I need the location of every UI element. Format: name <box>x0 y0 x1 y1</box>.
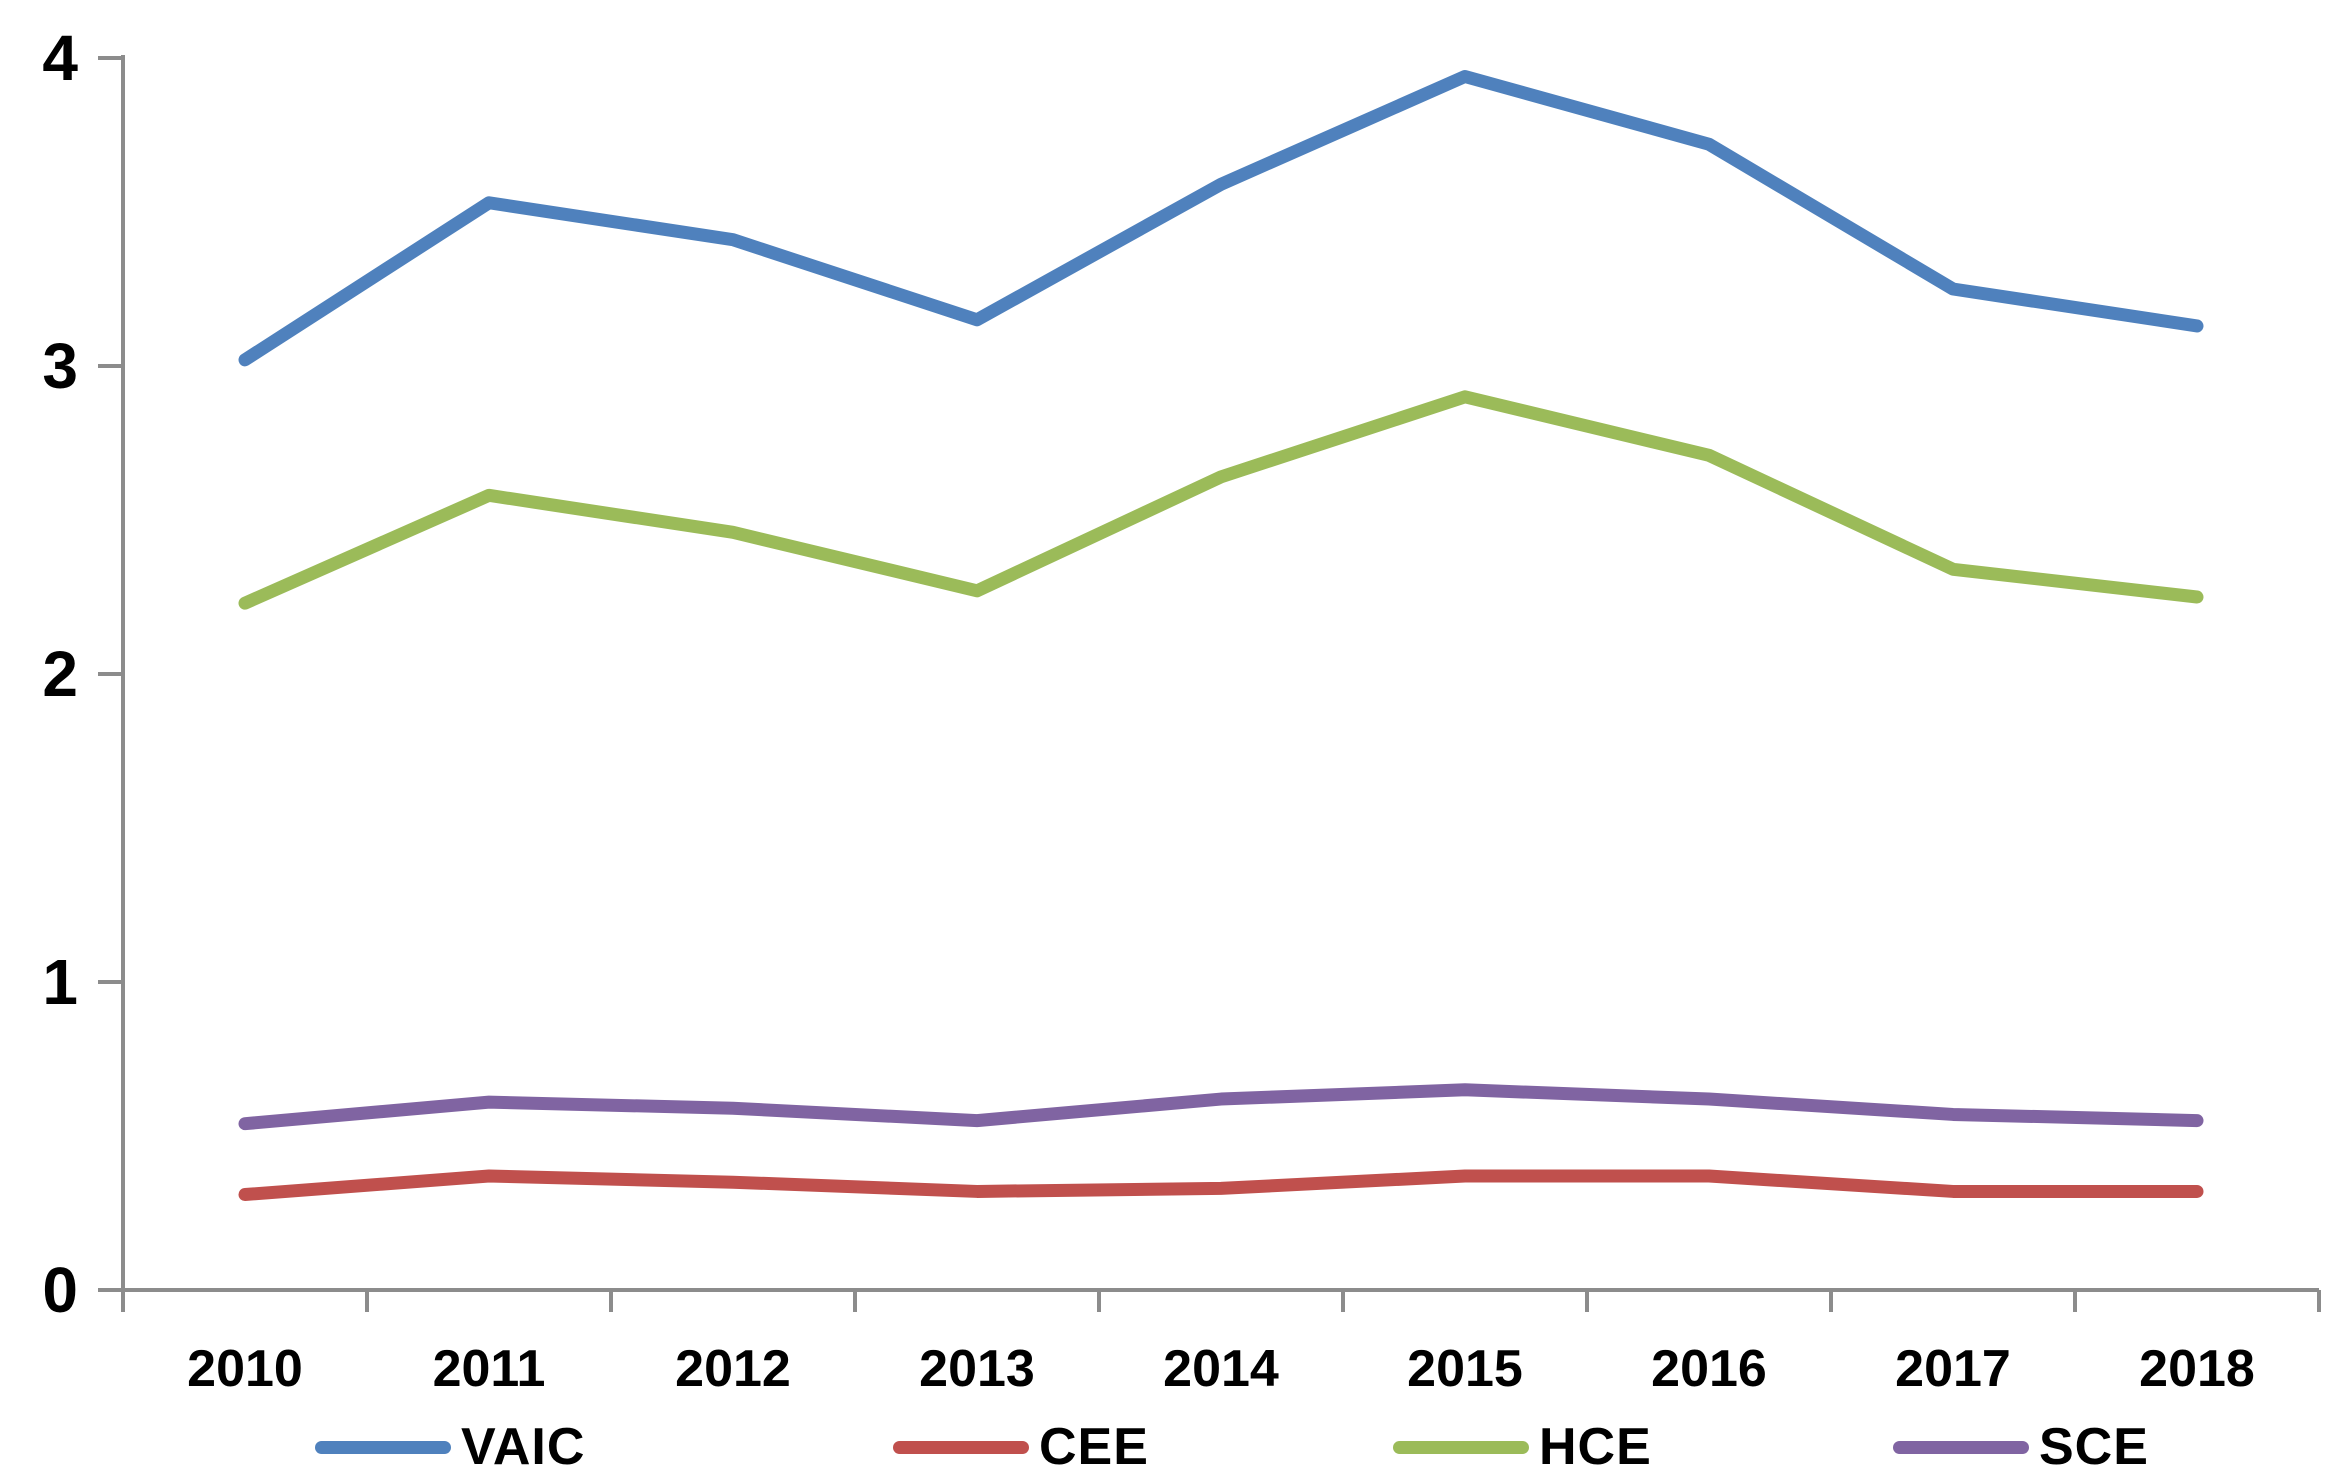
x-axis-label: 2012 <box>675 1340 791 1398</box>
y-axis-tick-label: 1 <box>42 946 78 1018</box>
x-axis-label: 2010 <box>187 1340 303 1398</box>
legend-item-vaic: VAIC <box>315 1418 585 1476</box>
y-axis-tick-label: 2 <box>42 638 78 710</box>
x-axis-label: 2014 <box>1163 1340 1279 1398</box>
chart-legend: VAIC CEE HCE SCE <box>0 1418 2338 1478</box>
x-axis-label: 2017 <box>1895 1340 2011 1398</box>
y-axis-tick-label: 4 <box>42 22 78 94</box>
x-axis-label: 2018 <box>2139 1340 2255 1398</box>
legend-line-hce <box>1393 1440 1529 1454</box>
y-axis-tick-label: 0 <box>42 1254 78 1326</box>
legend-item-hce: HCE <box>1393 1418 1652 1476</box>
legend-line-vaic <box>315 1440 451 1454</box>
legend-line-sce <box>1893 1440 2029 1454</box>
x-axis-label: 2015 <box>1407 1340 1523 1398</box>
legend-label-hce: HCE <box>1539 1418 1652 1476</box>
series-line-vaic <box>238 69 2204 367</box>
legend-item-sce: SCE <box>1893 1418 2149 1476</box>
series-line-hce <box>238 390 2204 610</box>
series-line-sce <box>238 1083 2204 1131</box>
x-axis-label: 2011 <box>432 1340 546 1398</box>
legend-line-cee <box>893 1440 1029 1454</box>
legend-label-cee: CEE <box>1039 1418 1149 1476</box>
x-axis-label: 2016 <box>1651 1340 1767 1398</box>
x-axis-label: 2013 <box>919 1340 1035 1398</box>
legend-label-vaic: VAIC <box>461 1418 586 1476</box>
y-axis-tick-label: 3 <box>42 330 78 402</box>
legend-item-cee: CEE <box>893 1418 1149 1476</box>
series-line-cee <box>238 1169 2204 1202</box>
legend-label-sce: SCE <box>2039 1418 2149 1476</box>
